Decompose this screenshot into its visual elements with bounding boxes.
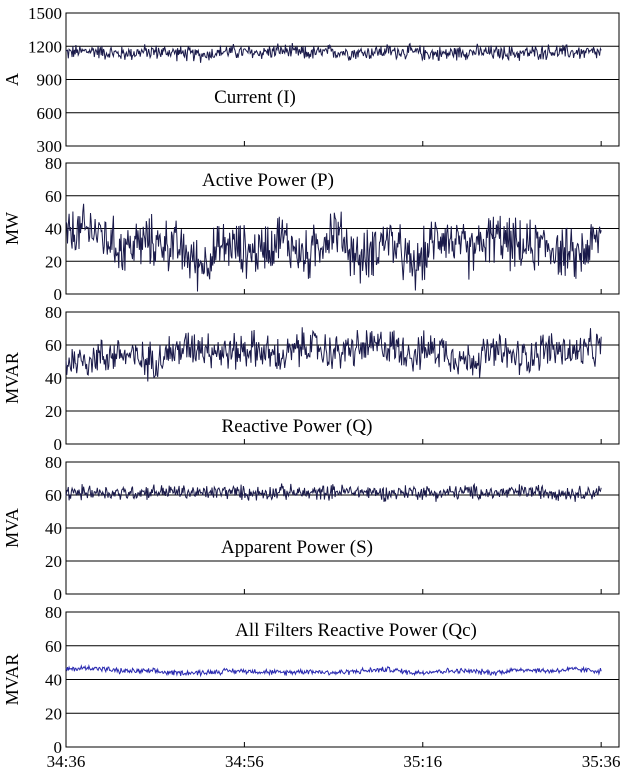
y-axis-label: MW [2, 212, 22, 245]
y-tick-label: 20 [45, 402, 62, 421]
series-line-4 [65, 482, 602, 503]
y-axis-label: MVAR [2, 654, 22, 706]
y-tick-label: 80 [45, 303, 62, 322]
y-tick-label: 20 [45, 704, 62, 723]
y-axis-label: A [2, 73, 22, 86]
y-tick-label: 0 [54, 435, 63, 454]
y-tick-label: 80 [45, 453, 62, 472]
y-tick-label: 40 [45, 519, 62, 538]
y-tick-label: 40 [45, 220, 62, 239]
y-tick-label: 20 [45, 552, 62, 571]
y-tick-label: 80 [45, 603, 62, 622]
y-tick-label: 20 [45, 252, 62, 271]
x-tick-label: 35:36 [582, 752, 621, 771]
x-tick-label: 34:36 [47, 752, 86, 771]
series-line-5 [65, 663, 602, 678]
series-line-1 [65, 42, 602, 63]
y-tick-label: 300 [37, 137, 63, 156]
x-tick-label: 35:16 [403, 752, 442, 771]
y-tick-label: 60 [45, 187, 62, 206]
y-tick-label: 900 [37, 71, 63, 90]
y-tick-label: 40 [45, 369, 62, 388]
series-line-2 [65, 203, 602, 292]
y-tick-label: 600 [37, 104, 63, 123]
panel-title: Reactive Power (Q) [222, 416, 373, 437]
x-tick-label: 34:56 [225, 752, 264, 771]
panel-title: Current (I) [214, 87, 296, 108]
y-tick-label: 60 [45, 486, 62, 505]
y-tick-label: 0 [54, 738, 63, 757]
panel-title: Apparent Power (S) [221, 537, 373, 558]
y-tick-label: 80 [45, 154, 62, 173]
y-tick-label: 0 [54, 585, 63, 604]
y-axis-label: MVAR [2, 352, 22, 404]
y-tick-label: 0 [54, 285, 63, 304]
y-tick-label: 40 [45, 671, 62, 690]
y-tick-label: 60 [45, 336, 62, 355]
series-line-3 [65, 327, 602, 382]
y-tick-label: 60 [45, 637, 62, 656]
y-tick-label: 1500 [28, 4, 62, 23]
y-tick-label: 1200 [28, 37, 62, 56]
y-axis-label: MVA [2, 508, 22, 548]
panel-title: All Filters Reactive Power (Qc) [235, 620, 477, 641]
panel-title: Active Power (P) [202, 170, 334, 191]
